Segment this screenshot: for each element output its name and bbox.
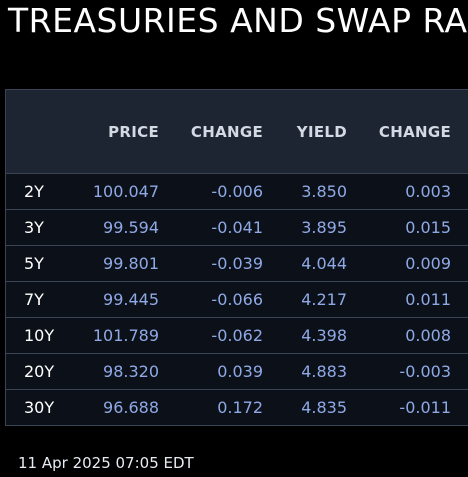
yield-change-cell: -0.003 <box>399 362 451 381</box>
table-row: 20Y 98.320 0.039 4.883 -0.003 <box>6 354 468 390</box>
yield-change-cell: 0.008 <box>405 326 451 345</box>
price-cell: 99.801 <box>103 254 159 273</box>
tenor-cell: 3Y <box>24 218 44 237</box>
yield-cell: 3.850 <box>301 182 347 201</box>
price-cell: 99.594 <box>103 218 159 237</box>
table-row: 7Y 99.445 -0.066 4.217 0.011 <box>6 282 468 318</box>
price-change-cell: -0.039 <box>211 254 263 273</box>
header-price-change: CHANGE <box>190 122 263 141</box>
table-row: 10Y 101.789 -0.062 4.398 0.008 <box>6 318 468 354</box>
yield-change-cell: 0.003 <box>405 182 451 201</box>
yield-cell: 4.883 <box>301 362 347 381</box>
price-cell: 101.789 <box>92 326 159 345</box>
price-change-cell: -0.062 <box>211 326 263 345</box>
price-change-cell: -0.066 <box>211 290 263 309</box>
header-yield-change: CHANGE <box>378 122 451 141</box>
table-row: 2Y 100.047 -0.006 3.850 0.003 <box>6 174 468 210</box>
price-change-cell: 0.172 <box>217 398 263 417</box>
tenor-cell: 7Y <box>24 290 44 309</box>
yield-cell: 4.398 <box>301 326 347 345</box>
page-title: TREASURIES AND SWAP RA <box>8 1 468 40</box>
price-cell: 96.688 <box>103 398 159 417</box>
price-change-cell: -0.041 <box>211 218 263 237</box>
yield-cell: 3.895 <box>301 218 347 237</box>
yield-cell: 4.217 <box>301 290 347 309</box>
yield-change-cell: 0.011 <box>405 290 451 309</box>
price-cell: 100.047 <box>92 182 159 201</box>
yield-cell: 4.835 <box>301 398 347 417</box>
timestamp: 11 Apr 2025 07:05 EDT <box>18 454 194 472</box>
tenor-cell: 30Y <box>24 398 55 417</box>
price-change-cell: 0.039 <box>217 362 263 381</box>
yield-change-cell: 0.015 <box>405 218 451 237</box>
table-row: 3Y 99.594 -0.041 3.895 0.015 <box>6 210 468 246</box>
price-cell: 98.320 <box>103 362 159 381</box>
rates-table: PRICE CHANGE YIELD CHANGE 2Y 100.047 -0.… <box>5 89 468 426</box>
table-row: 30Y 96.688 0.172 4.835 -0.011 <box>6 390 468 426</box>
header-yield: YIELD <box>296 122 347 141</box>
yield-change-cell: 0.009 <box>405 254 451 273</box>
price-cell: 99.445 <box>103 290 159 309</box>
yield-cell: 4.044 <box>301 254 347 273</box>
header-price: PRICE <box>108 122 159 141</box>
tenor-cell: 5Y <box>24 254 44 273</box>
price-change-cell: -0.006 <box>211 182 263 201</box>
table-header: PRICE CHANGE YIELD CHANGE <box>6 90 468 174</box>
tenor-cell: 2Y <box>24 182 44 201</box>
table-row: 5Y 99.801 -0.039 4.044 0.009 <box>6 246 468 282</box>
table-body: 2Y 100.047 -0.006 3.850 0.003 3Y 99.594 … <box>6 174 468 426</box>
yield-change-cell: -0.011 <box>399 398 451 417</box>
tenor-cell: 10Y <box>24 326 55 345</box>
tenor-cell: 20Y <box>24 362 55 381</box>
